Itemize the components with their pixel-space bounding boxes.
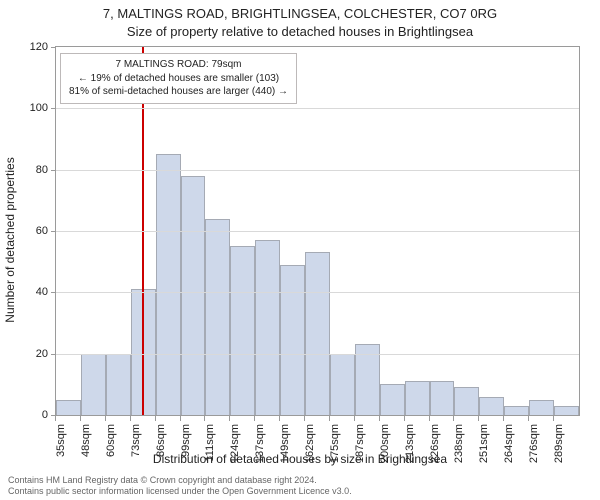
bar	[205, 219, 230, 415]
info-box: 7 MALTINGS ROAD: 79sqm ← 19% of detached…	[60, 53, 297, 104]
info-line2: ← 19% of detached houses are smaller (10…	[69, 72, 288, 86]
bar	[430, 381, 455, 415]
gridline	[56, 231, 579, 232]
gridline	[56, 354, 579, 355]
bar	[255, 240, 280, 415]
x-tick-mark	[503, 416, 504, 421]
x-tick-mark	[304, 416, 305, 421]
x-tick-mark	[254, 416, 255, 421]
chart-title-line2: Size of property relative to detached ho…	[0, 24, 600, 39]
bar	[380, 384, 405, 415]
y-tick-label: 0	[42, 409, 48, 421]
y-tick-label: 60	[36, 225, 48, 237]
bar	[554, 406, 579, 415]
gridline	[56, 108, 579, 109]
x-tick-mark	[478, 416, 479, 421]
x-tick-mark	[204, 416, 205, 421]
footer-line2: Contains public sector information licen…	[8, 486, 352, 498]
y-tick-mark	[51, 108, 56, 109]
bar	[81, 354, 106, 415]
bar	[230, 246, 255, 415]
x-tick-mark	[279, 416, 280, 421]
bar	[56, 400, 81, 415]
x-tick-mark	[329, 416, 330, 421]
x-tick-mark	[553, 416, 554, 421]
bar	[330, 354, 355, 415]
x-tick-mark	[130, 416, 131, 421]
y-tick-mark	[51, 231, 56, 232]
figure: 7, MALTINGS ROAD, BRIGHTLINGSEA, COLCHES…	[0, 0, 600, 500]
y-tick-mark	[51, 47, 56, 48]
x-tick-mark	[354, 416, 355, 421]
x-tick-mark	[229, 416, 230, 421]
x-tick-mark	[155, 416, 156, 421]
info-line1: 7 MALTINGS ROAD: 79sqm	[69, 58, 288, 72]
y-tick-label: 40	[36, 286, 48, 298]
x-tick-mark	[528, 416, 529, 421]
chart-title-line1: 7, MALTINGS ROAD, BRIGHTLINGSEA, COLCHES…	[0, 6, 600, 21]
y-tick-label: 20	[36, 348, 48, 360]
bar	[454, 387, 479, 415]
footer-line1: Contains HM Land Registry data © Crown c…	[8, 475, 352, 487]
y-tick-label: 120	[30, 41, 48, 53]
x-tick-mark	[180, 416, 181, 421]
x-axis-label: Distribution of detached houses by size …	[0, 452, 600, 466]
x-tick-mark	[379, 416, 380, 421]
bar	[355, 344, 380, 415]
y-tick-label: 100	[30, 102, 48, 114]
x-tick-mark	[80, 416, 81, 421]
bar	[181, 176, 206, 415]
bar	[405, 381, 430, 415]
plot-area: 7 MALTINGS ROAD: 79sqm ← 19% of detached…	[55, 46, 580, 416]
gridline	[56, 292, 579, 293]
bar	[280, 265, 305, 415]
bar	[106, 354, 131, 415]
x-tick-mark	[55, 416, 56, 421]
gridline	[56, 170, 579, 171]
info-line3: 81% of semi-detached houses are larger (…	[69, 85, 288, 99]
bar	[504, 406, 529, 415]
y-tick-mark	[51, 292, 56, 293]
bar	[479, 397, 504, 415]
y-tick-label: 80	[36, 164, 48, 176]
y-tick-mark	[51, 354, 56, 355]
x-tick-mark	[429, 416, 430, 421]
bar	[529, 400, 554, 415]
bar	[156, 154, 181, 415]
x-tick-mark	[404, 416, 405, 421]
y-tick-mark	[51, 170, 56, 171]
footer-attribution: Contains HM Land Registry data © Crown c…	[8, 475, 352, 498]
x-tick-mark	[453, 416, 454, 421]
x-tick-mark	[105, 416, 106, 421]
bar	[305, 252, 330, 415]
y-axis-label: Number of detached properties	[3, 157, 17, 322]
